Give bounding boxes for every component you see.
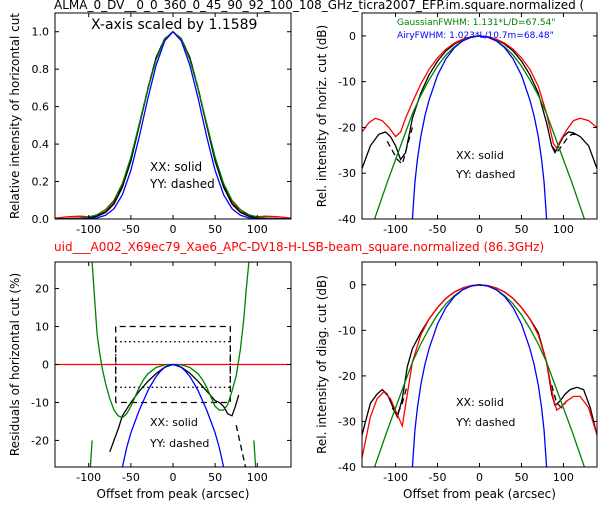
bottom-right-annotation-0: XX: solid bbox=[456, 396, 504, 409]
bottom-left-xtick-label-0: -100 bbox=[76, 471, 101, 484]
top-title: ALMA_0_DV__0_0_360_0_45_90_92_100_108_GH… bbox=[54, 0, 584, 12]
top-left-series bbox=[55, 30, 291, 219]
top-right-xtick-label-3: 50 bbox=[514, 223, 528, 236]
top-right-ytick-label-3: -30 bbox=[338, 167, 356, 180]
bottom-right-annotation-1: YY: dashed bbox=[455, 416, 515, 429]
top-right-series bbox=[362, 35, 597, 219]
bottom-left-ytick-label-2: 0 bbox=[42, 359, 49, 372]
top-right-annotation-0: GaussianFWHM: 1.131*L/D=67.54" bbox=[397, 18, 555, 28]
top-left-ytick-label-3: 0.6 bbox=[32, 101, 50, 114]
bottom-right-frame bbox=[361, 261, 598, 468]
top-left-ytick-label-2: 0.4 bbox=[32, 138, 50, 151]
top-left-annotation-0: X-axis scaled by 1.1589 bbox=[91, 17, 257, 33]
top-left-annotation-1: XX: solid bbox=[150, 160, 202, 174]
top-right-annotation-1: AiryFWHM: 1.023*L/10.7m=68.48" bbox=[397, 31, 554, 41]
bottom-right-panel: -100 -50 0 50 100 0 -10 -20 -30 -40 Rel. intensity… bbox=[315, 261, 598, 501]
bottom-right-xtick-label-4: 100 bbox=[553, 471, 574, 484]
bottom-left-ytick-label-4: -20 bbox=[31, 434, 49, 447]
top-left-xtick-label-0: -100 bbox=[76, 223, 101, 236]
bottom-right-ytick-label-1: -10 bbox=[338, 324, 356, 337]
top-right-xtick-label-4: 100 bbox=[553, 223, 574, 236]
bottom-left-xlabel: Offset from peak (arcsec) bbox=[97, 487, 250, 501]
top-left-series-line-4 bbox=[55, 30, 291, 219]
top-right-ytick-label-4: -40 bbox=[338, 213, 356, 226]
bottom-left-ylabel: Residuals of horizontal cut (%) bbox=[8, 273, 22, 456]
mid-title: uid___A002_X69ec79_Xae6_APC-DV18-H-LSB-b… bbox=[54, 240, 544, 254]
bottom-left-series-line-7 bbox=[235, 425, 247, 467]
bottom-left-series bbox=[55, 262, 291, 467]
bottom-left-series-line-11 bbox=[253, 440, 257, 467]
top-right-xtick-label-2: 0 bbox=[476, 223, 483, 236]
bottom-right-ylabel: Rel. intensity of diag. cut (dB) bbox=[315, 275, 329, 454]
top-right-xtick-label-1: -50 bbox=[429, 223, 447, 236]
top-right-annotation-2: XX: solid bbox=[456, 149, 504, 162]
top-left-annotation-2: YY: dashed bbox=[149, 177, 215, 191]
bottom-left-series-line-9 bbox=[121, 363, 225, 467]
bottom-right-series-line-3 bbox=[362, 284, 597, 459]
top-right-series-line-2 bbox=[551, 133, 577, 154]
top-left-ytick-label-5: 1.0 bbox=[32, 26, 50, 39]
bottom-left-xtick-label-3: 50 bbox=[208, 471, 222, 484]
top-left-xtick-label-4: 100 bbox=[247, 223, 268, 236]
bottom-right-xtick-label-1: -50 bbox=[429, 471, 447, 484]
bottom-left-ytick-label-3: -10 bbox=[31, 396, 49, 409]
bottom-right-xtick-label-3: 50 bbox=[514, 471, 528, 484]
top-right-series-line-4 bbox=[373, 35, 586, 219]
top-left-xtick-label-2: 0 bbox=[170, 223, 177, 236]
top-left-ytick-label-4: 0.8 bbox=[32, 63, 50, 76]
top-right-ylabel: Rel. intensity of horiz. cut (dB) bbox=[315, 25, 329, 207]
bottom-right-ytick-label-0: 0 bbox=[349, 279, 356, 292]
bottom-left-series-line-8 bbox=[91, 262, 254, 419]
bottom-right-series-line-0 bbox=[362, 284, 597, 436]
bottom-left-xtick-label-4: 100 bbox=[247, 471, 268, 484]
top-left-xtick-label-1: -50 bbox=[122, 223, 140, 236]
top-left-ytick-label-1: 0.2 bbox=[32, 176, 50, 189]
top-right-ytick-label-1: -10 bbox=[338, 76, 356, 89]
top-left-xtick-label-3: 50 bbox=[208, 223, 222, 236]
top-right-series-line-1 bbox=[386, 127, 414, 166]
top-left-ylabel: Relative intensity of horizontal cut bbox=[8, 13, 22, 219]
top-right-annotation-3: YY: dashed bbox=[455, 168, 515, 181]
bottom-left-series-line-10 bbox=[89, 440, 93, 467]
bottom-left-series-line-1 bbox=[115, 325, 231, 404]
top-right-ytick-label-2: -20 bbox=[338, 121, 356, 134]
bottom-right-series-line-5 bbox=[411, 284, 548, 467]
bottom-right-xtick-label-2: 0 bbox=[476, 471, 483, 484]
bottom-right-series bbox=[362, 284, 597, 467]
bottom-left-ytick-label-0: 20 bbox=[35, 283, 49, 296]
bottom-left-ytick-label-1: 10 bbox=[35, 321, 49, 334]
bottom-left-xtick-label-2: 0 bbox=[170, 471, 177, 484]
top-right-series-line-3 bbox=[362, 35, 597, 150]
bottom-right-ytick-label-3: -30 bbox=[338, 415, 356, 428]
top-left-ytick-label-0: 0.0 bbox=[32, 213, 50, 226]
bottom-right-ytick-label-2: -20 bbox=[338, 370, 356, 383]
top-right-series-line-5 bbox=[411, 35, 548, 219]
top-right-frame bbox=[361, 12, 598, 220]
bottom-right-ytick-label-4: -40 bbox=[338, 461, 356, 474]
top-left-panel: -100 -50 0 50 100 0.0 0.2 0.4 0.6 0.8 1.0 Relative … bbox=[8, 12, 292, 236]
bottom-right-xlabel: Offset from peak (arcsec) bbox=[403, 487, 556, 501]
bottom-left-xtick-label-1: -50 bbox=[122, 471, 140, 484]
bottom-left-annotation-0: XX: solid bbox=[150, 416, 198, 429]
top-right-panel: -100 -50 0 50 100 0 -10 -20 -30 -40 Rel. intensity… bbox=[315, 12, 598, 236]
top-right-xtick-label-0: -100 bbox=[383, 223, 408, 236]
top-right-ytick-label-0: 0 bbox=[349, 30, 356, 43]
bottom-right-xtick-label-0: -100 bbox=[383, 471, 408, 484]
bottom-left-annotation-1: YY: dashed bbox=[149, 437, 209, 450]
